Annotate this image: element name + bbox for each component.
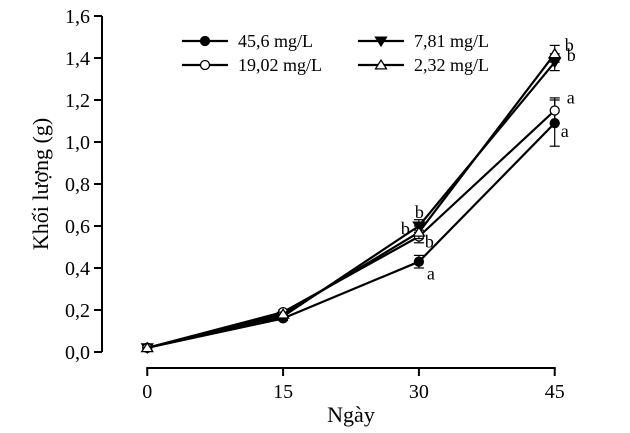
x-tick-label: 30 (409, 381, 429, 403)
data-point (548, 47, 562, 59)
legend-label: 45,6 mg/L (238, 31, 313, 51)
series-filled-circle (142, 99, 560, 353)
significance-label: b (401, 219, 410, 239)
legend-item: 2,32 mg/L (358, 55, 489, 75)
y-tick-label: 1,2 (65, 90, 90, 112)
data-point (412, 226, 426, 237)
legend-item: 7,81 mg/L (358, 31, 489, 51)
series-open-circle (142, 97, 560, 353)
y-tick-label: 0,8 (65, 174, 90, 196)
legend-label: 19,02 mg/L (238, 55, 322, 75)
x-tick-label: 0 (142, 381, 152, 403)
significance-label: b (425, 231, 434, 251)
significance-label: a (567, 88, 575, 108)
legend-label: 2,32 mg/L (414, 55, 489, 75)
data-point (413, 256, 425, 267)
significance-label: b (567, 45, 576, 65)
x-tick-label: 45 (545, 381, 565, 403)
series-filled-triangle-down (140, 53, 562, 354)
significance-label: b (565, 35, 574, 55)
legend-label: 7,81 mg/L (414, 31, 489, 51)
x-axis-title: Ngày (327, 402, 375, 427)
significance-label: b (415, 202, 424, 222)
series-line (147, 61, 556, 349)
series-line (147, 122, 556, 349)
legend-marker (374, 58, 388, 70)
x-tick-label: 15 (273, 381, 293, 403)
legend-marker (374, 36, 388, 48)
legend-marker (199, 59, 211, 71)
legend-item: 19,02 mg/L (182, 55, 322, 75)
y-ticks: 0,0 0,2 0,4 0,6 0,8 1,0 1,2 1,4 1,6 (65, 6, 102, 364)
y-tick-label: 0,6 (65, 216, 90, 238)
x-ticks: 0 15 30 45 (142, 368, 565, 403)
y-tick-label: 1,4 (65, 48, 90, 70)
y-tick-label: 0,4 (65, 258, 90, 280)
y-tick-label: 0,2 (65, 300, 90, 322)
legend-marker (199, 35, 211, 47)
legend: 45,6 mg/L 7,81 mg/L 19,02 mg/L 2,32 mg/L (182, 31, 489, 75)
y-tick-label: 1,6 (65, 6, 90, 28)
y-axis-title: Khối lượng (g) (28, 118, 53, 250)
data-point (549, 105, 560, 116)
series-line (147, 53, 556, 349)
significance-label: a (427, 264, 435, 284)
data-point (276, 308, 290, 319)
series-line (146, 109, 556, 349)
y-tick-label: 1,0 (65, 132, 90, 154)
significance-label: a (561, 121, 569, 141)
series-open-triangle-up (140, 44, 562, 353)
data-point (140, 341, 154, 353)
legend-item: 45,6 mg/L (182, 31, 313, 51)
y-tick-label: 0,0 (65, 342, 90, 364)
